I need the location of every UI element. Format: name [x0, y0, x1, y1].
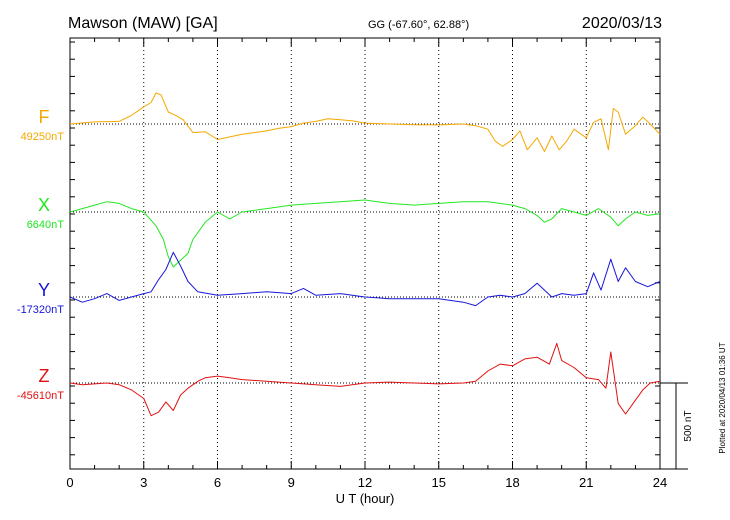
x-tick-label: 6	[214, 475, 221, 490]
geographic-coords: GG (-67.60°, 62.88°)	[368, 19, 469, 31]
x-tick-label: 18	[505, 475, 519, 490]
x-axis-ticks: 0 3 6 9 12 15 18 21 24	[66, 38, 667, 490]
baseline-value-f: 49250nT	[21, 131, 65, 143]
trace-f	[69, 92, 661, 152]
baseline-value-z: -45610nT	[17, 390, 64, 402]
x-tick-label: 21	[579, 475, 593, 490]
y-tick-marks	[70, 41, 660, 456]
component-traces	[69, 92, 661, 417]
trace-y	[69, 251, 661, 307]
component-name-y: Y	[38, 280, 50, 300]
x-tick-label: 15	[432, 475, 446, 490]
x-tick-label: 9	[288, 475, 295, 490]
grid-lines	[143, 38, 587, 469]
scale-bar-label: 500 nT	[683, 410, 694, 441]
x-tick-label: 12	[358, 475, 372, 490]
plot-date: 2020/03/13	[582, 15, 662, 32]
x-axis-label: U T (hour)	[336, 491, 395, 506]
component-name-f: F	[39, 107, 50, 127]
baseline-value-y: -17320nT	[17, 304, 64, 316]
baseline-value-x: 6640nT	[27, 219, 65, 231]
x-tick-label: 0	[66, 475, 73, 490]
trace-z	[69, 342, 661, 417]
x-tick-label: 24	[653, 475, 667, 490]
x-tick-label: 3	[140, 475, 147, 490]
plotted-at-note: Plotted at 2020/04/13 01:36 UT	[718, 342, 727, 453]
component-labels: F 49250nT X 6640nT Y -17320nT Z -45610nT	[17, 107, 64, 402]
component-name-z: Z	[39, 366, 50, 386]
scale-bar: 500 nT	[660, 382, 694, 470]
component-name-x: X	[38, 195, 50, 215]
trace-x	[69, 199, 661, 268]
station-title: Mawson (MAW) [GA]	[68, 15, 218, 32]
